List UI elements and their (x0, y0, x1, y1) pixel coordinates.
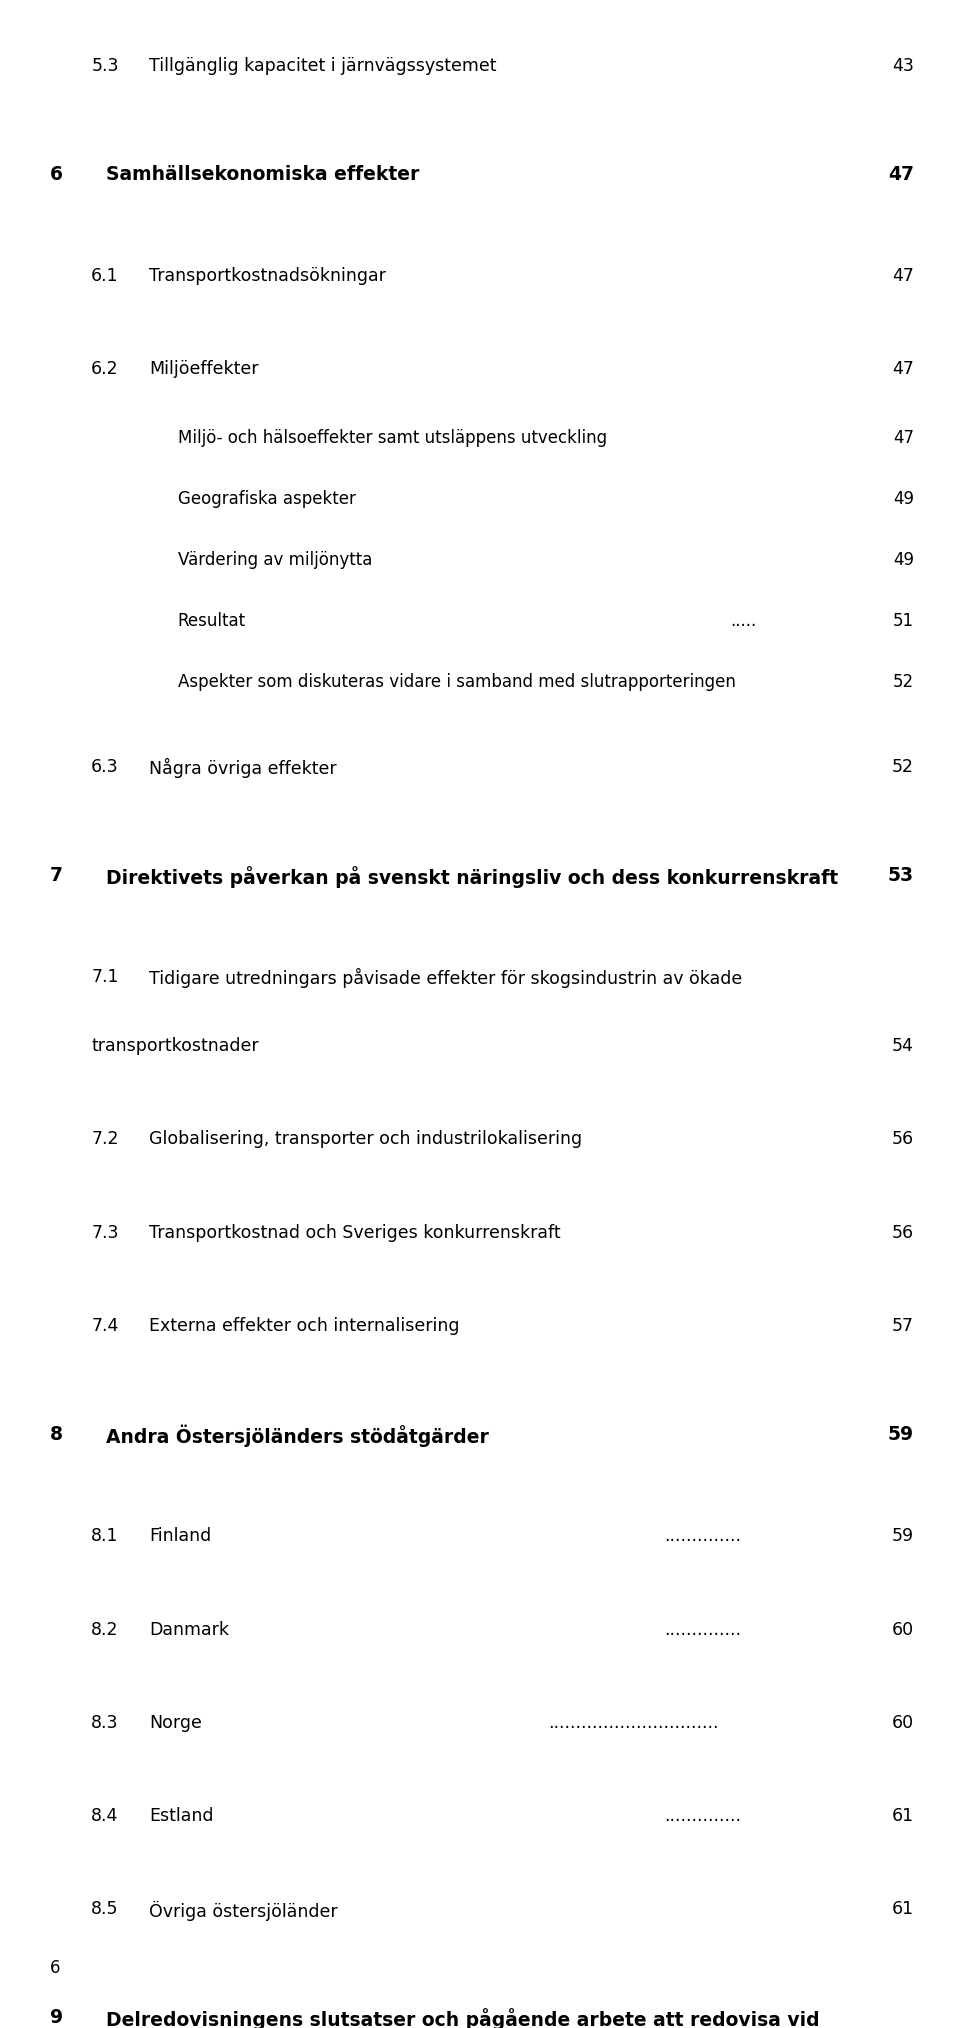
Text: 6: 6 (50, 1959, 60, 1977)
Text: 60: 60 (892, 1714, 914, 1732)
Text: Externa effekter och internalisering: Externa effekter och internalisering (149, 1316, 459, 1334)
Text: 8.4: 8.4 (91, 1807, 119, 1825)
Text: Miljöeffekter: Miljöeffekter (149, 361, 258, 379)
Text: Norge: Norge (149, 1714, 202, 1732)
Text: Aspekter som diskuteras vidare i samband med slutrapporteringen: Aspekter som diskuteras vidare i samband… (178, 673, 735, 692)
Text: 7.4: 7.4 (91, 1316, 119, 1334)
Text: Transportkostnad och Sveriges konkurrenskraft: Transportkostnad och Sveriges konkurrens… (149, 1223, 561, 1241)
Text: 53: 53 (888, 866, 914, 884)
Text: Direktivets påverkan på svenskt näringsliv och dess konkurrenskraft: Direktivets påverkan på svenskt näringsl… (106, 866, 838, 888)
Text: Estland: Estland (149, 1807, 213, 1825)
Text: Övriga östersjöländer: Övriga östersjöländer (149, 1900, 337, 1921)
Text: 8.5: 8.5 (91, 1900, 119, 1918)
Text: 61: 61 (892, 1807, 914, 1825)
Text: Tidigare utredningars påvisade effekter för skogsindustrin av ökade: Tidigare utredningars påvisade effekter … (149, 967, 742, 988)
Text: 5.3: 5.3 (91, 57, 119, 75)
Text: 9: 9 (50, 2008, 63, 2028)
Text: 59: 59 (892, 1527, 914, 1545)
Text: ..............: .............. (664, 1807, 741, 1825)
Text: Värdering av miljönytta: Värdering av miljönytta (178, 552, 372, 570)
Text: 8.3: 8.3 (91, 1714, 119, 1732)
Text: 54: 54 (892, 1036, 914, 1055)
Text: Delredovisningens slutsatser och pågående arbete att redovisa vid: Delredovisningens slutsatser och pågåend… (106, 2008, 819, 2028)
Text: 57: 57 (892, 1316, 914, 1334)
Text: 8: 8 (50, 1426, 63, 1444)
Text: 52: 52 (893, 673, 914, 692)
Text: 56: 56 (892, 1223, 914, 1241)
Text: 60: 60 (892, 1620, 914, 1639)
Text: Globalisering, transporter och industrilokalisering: Globalisering, transporter och industril… (149, 1130, 582, 1148)
Text: 47: 47 (892, 361, 914, 379)
Text: 7.3: 7.3 (91, 1223, 119, 1241)
Text: ..............: .............. (664, 1620, 741, 1639)
Text: 43: 43 (892, 57, 914, 75)
Text: Danmark: Danmark (149, 1620, 228, 1639)
Text: 47: 47 (893, 430, 914, 448)
Text: 8.2: 8.2 (91, 1620, 119, 1639)
Text: Transportkostnadsökningar: Transportkostnadsökningar (149, 268, 386, 286)
Text: 52: 52 (892, 758, 914, 777)
Text: 49: 49 (893, 552, 914, 570)
Text: Tillgänglig kapacitet i järnvägssystemet: Tillgänglig kapacitet i järnvägssystemet (149, 57, 496, 75)
Text: 6: 6 (50, 164, 63, 185)
Text: Samhällsekonomiska effekter: Samhällsekonomiska effekter (106, 164, 419, 185)
Text: 7.1: 7.1 (91, 967, 119, 986)
Text: 7.2: 7.2 (91, 1130, 119, 1148)
Text: transportkostnader: transportkostnader (91, 1036, 259, 1055)
Text: 8.1: 8.1 (91, 1527, 119, 1545)
Text: 6.2: 6.2 (91, 361, 119, 379)
Text: Finland: Finland (149, 1527, 211, 1545)
Text: 47: 47 (888, 164, 914, 185)
Text: 6.3: 6.3 (91, 758, 119, 777)
Text: ...............................: ............................... (548, 1714, 719, 1732)
Text: 47: 47 (892, 268, 914, 286)
Text: Andra Östersjöländers stödåtgärder: Andra Östersjöländers stödåtgärder (106, 1426, 489, 1448)
Text: Miljö- och hälsoeffekter samt utsläppens utveckling: Miljö- och hälsoeffekter samt utsläppens… (178, 430, 607, 448)
Text: 7: 7 (50, 866, 63, 884)
Text: 49: 49 (893, 491, 914, 509)
Text: Resultat: Resultat (178, 612, 246, 631)
Text: 56: 56 (892, 1130, 914, 1148)
Text: Några övriga effekter: Några övriga effekter (149, 758, 336, 779)
Text: 61: 61 (892, 1900, 914, 1918)
Text: 51: 51 (893, 612, 914, 631)
Text: .....: ..... (731, 612, 756, 631)
Text: 59: 59 (888, 1426, 914, 1444)
Text: Geografiska aspekter: Geografiska aspekter (178, 491, 355, 509)
Text: ..............: .............. (664, 1527, 741, 1545)
Text: 6.1: 6.1 (91, 268, 119, 286)
